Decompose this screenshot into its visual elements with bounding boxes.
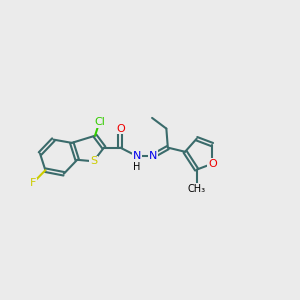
Text: O: O (116, 124, 125, 134)
Text: S: S (90, 156, 97, 166)
Text: N: N (149, 151, 157, 161)
Text: Cl: Cl (94, 117, 105, 127)
Text: H: H (133, 162, 140, 172)
Text: CH₃: CH₃ (188, 184, 206, 194)
Text: N: N (132, 151, 141, 161)
Text: O: O (208, 159, 217, 169)
Text: F: F (29, 178, 36, 188)
